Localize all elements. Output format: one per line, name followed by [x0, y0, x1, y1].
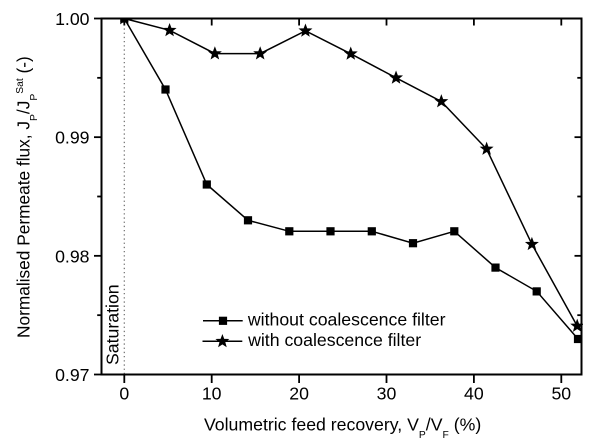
svg-text:0.99: 0.99 [55, 128, 89, 148]
svg-text:20: 20 [289, 384, 309, 404]
svg-text:30: 30 [377, 384, 397, 404]
svg-text:with coalescence filter: with coalescence filter [247, 330, 421, 350]
svg-text:0: 0 [119, 384, 129, 404]
svg-text:0.97: 0.97 [55, 365, 89, 385]
svg-text:40: 40 [464, 384, 484, 404]
svg-text:Saturation: Saturation [102, 284, 122, 365]
svg-text:50: 50 [551, 384, 571, 404]
svg-text:without coalescence filter: without coalescence filter [247, 309, 446, 329]
svg-text:10: 10 [202, 384, 222, 404]
svg-text:1.00: 1.00 [55, 9, 90, 29]
svg-text:0.98: 0.98 [55, 246, 90, 266]
